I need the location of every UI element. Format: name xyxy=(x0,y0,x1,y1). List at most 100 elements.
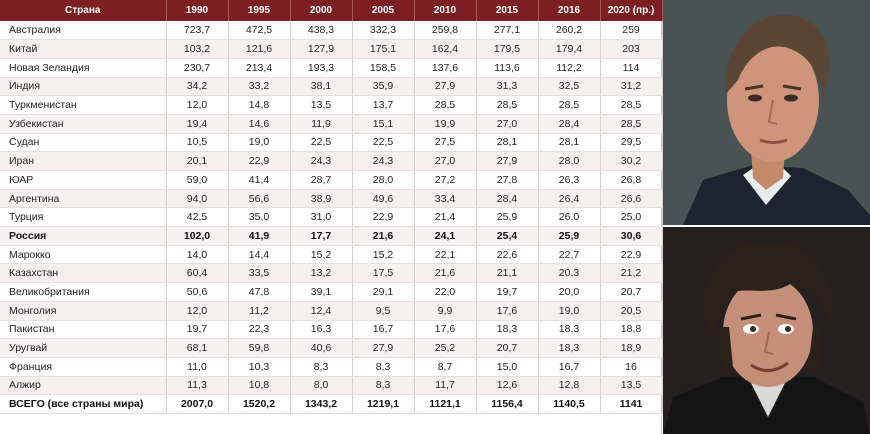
value-cell: 22,5 xyxy=(352,133,415,153)
value-cell: 18,3 xyxy=(538,320,601,340)
value-cell: 47,8 xyxy=(228,282,291,302)
country-cell: Россия xyxy=(0,226,167,246)
value-cell: 8,0 xyxy=(290,376,353,396)
table-row: Туркменистан 12,0 14,8 13,5 13,7 28,5 28,5 28,5… xyxy=(0,95,663,115)
table-row: Турция 42,5 35,0 31,0 22,9 21,4 25,9 26,0 25,0 xyxy=(0,207,663,228)
value-cell: 26,0 xyxy=(538,207,601,228)
value-cell: 33,5 xyxy=(228,263,291,284)
value-cell: 26,3 xyxy=(538,170,601,190)
value-cell: 14,8 xyxy=(228,95,291,115)
value-cell: 24,3 xyxy=(290,151,353,171)
country-cell: Марокко xyxy=(0,245,167,265)
value-cell: 16,7 xyxy=(352,320,415,340)
value-cell: 277,1 xyxy=(476,21,539,41)
value-cell: 56,6 xyxy=(228,189,291,209)
table-row: ВСЕГО (все страны мира) 2007,0 1520,2 1343,… xyxy=(0,394,663,414)
value-cell: 31,2 xyxy=(600,77,663,97)
value-cell: 137,6 xyxy=(414,58,477,78)
value-cell: 9,5 xyxy=(352,301,415,321)
value-cell: 28,5 xyxy=(414,95,477,115)
value-cell: 21,4 xyxy=(414,207,477,228)
value-cell: 11,3 xyxy=(166,376,229,396)
value-cell: 17,6 xyxy=(414,320,477,340)
country-cell: Пакистан xyxy=(0,320,167,340)
value-cell: 162,4 xyxy=(414,39,477,59)
value-cell: 59,0 xyxy=(166,170,229,190)
value-cell: 22,6 xyxy=(476,245,539,265)
country-cell: Австралия xyxy=(0,21,167,41)
value-cell: 13,5 xyxy=(600,376,663,396)
value-cell: 10,5 xyxy=(166,133,229,153)
value-cell: 38,1 xyxy=(290,77,353,97)
portrait-photo-top xyxy=(663,0,870,225)
value-cell: 11,9 xyxy=(290,114,353,134)
value-cell: 27,0 xyxy=(414,151,477,171)
value-cell: 114 xyxy=(600,58,663,78)
value-cell: 14,6 xyxy=(228,114,291,134)
value-cell: 30,2 xyxy=(600,151,663,171)
value-cell: 21,6 xyxy=(414,263,477,284)
value-cell: 27,2 xyxy=(414,170,477,190)
value-cell: 28,4 xyxy=(476,189,539,209)
value-cell: 25,2 xyxy=(414,338,477,358)
value-cell: 10,8 xyxy=(228,376,291,396)
column-header: 2015 xyxy=(476,0,539,21)
value-cell: 25,9 xyxy=(476,207,539,228)
value-cell: 213,4 xyxy=(228,58,291,78)
value-cell: 28,1 xyxy=(538,133,601,153)
value-cell: 27,9 xyxy=(476,151,539,171)
value-cell: 26,4 xyxy=(538,189,601,209)
value-cell: 112,2 xyxy=(538,58,601,78)
value-cell: 16 xyxy=(600,357,663,377)
value-cell: 12,4 xyxy=(290,301,353,321)
column-header: 2005 xyxy=(352,0,415,21)
value-cell: 27,5 xyxy=(414,133,477,153)
value-cell: 19,4 xyxy=(166,114,229,134)
value-cell: 103,2 xyxy=(166,39,229,59)
value-cell: 472,5 xyxy=(228,21,291,41)
value-cell: 28,7 xyxy=(290,170,353,190)
value-cell: 20,0 xyxy=(538,282,601,302)
value-cell: 14,4 xyxy=(228,245,291,265)
value-cell: 723,7 xyxy=(166,21,229,41)
value-cell: 26,8 xyxy=(600,170,663,190)
column-header: 2000 xyxy=(290,0,353,21)
value-cell: 20,7 xyxy=(476,338,539,358)
value-cell: 158,5 xyxy=(352,58,415,78)
column-header: 1995 xyxy=(228,0,291,21)
value-cell: 25,4 xyxy=(476,226,539,246)
value-cell: 59,8 xyxy=(228,338,291,358)
value-cell: 40,6 xyxy=(290,338,353,358)
value-cell: 22,9 xyxy=(600,245,663,265)
value-cell: 11,2 xyxy=(228,301,291,321)
value-cell: 60,4 xyxy=(166,263,229,284)
value-cell: 22,7 xyxy=(538,245,601,265)
value-cell: 1219,1 xyxy=(352,394,415,414)
value-cell: 14,0 xyxy=(166,245,229,265)
value-cell: 20,5 xyxy=(600,301,663,321)
value-cell: 20,7 xyxy=(600,282,663,302)
value-cell: 24,1 xyxy=(414,226,477,246)
value-cell: 15,1 xyxy=(352,114,415,134)
value-cell: 20,1 xyxy=(166,151,229,171)
value-cell: 28,5 xyxy=(600,95,663,115)
value-cell: 28,0 xyxy=(352,170,415,190)
value-cell: 16,3 xyxy=(290,320,353,340)
value-cell: 13,2 xyxy=(290,263,353,284)
value-cell: 32,5 xyxy=(538,77,601,97)
value-cell: 179,4 xyxy=(538,39,601,59)
value-cell: 68,1 xyxy=(166,338,229,358)
portrait-photo-bottom xyxy=(663,227,870,434)
value-cell: 22,1 xyxy=(414,245,477,265)
value-cell: 30,6 xyxy=(600,226,663,246)
value-cell: 11,7 xyxy=(414,376,477,396)
value-cell: 15,0 xyxy=(476,357,539,377)
table-row: Россия 102,0 41,9 17,7 21,6 24,1 25,4 25,9 30,6 xyxy=(0,226,663,246)
value-cell: 35,0 xyxy=(228,207,291,228)
table-row: Великобритания 50,6 47,8 39,1 29,1 22,0 19,7 20… xyxy=(0,282,663,302)
country-cell: Аргентина xyxy=(0,189,167,209)
country-cell: Судан xyxy=(0,133,167,153)
value-cell: 26,6 xyxy=(600,189,663,209)
value-cell: 29,5 xyxy=(600,133,663,153)
value-cell: 28,5 xyxy=(600,114,663,134)
